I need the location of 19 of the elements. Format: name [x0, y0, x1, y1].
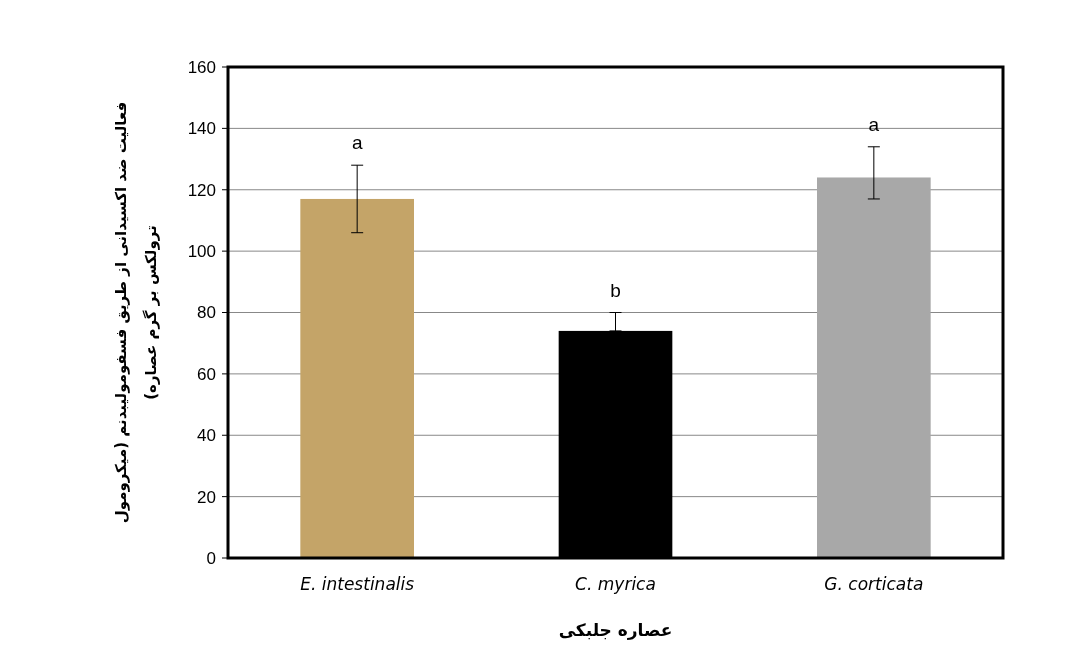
y-tick-label: 0 [206, 548, 216, 568]
x-tick-label: G. corticata [824, 574, 924, 594]
annotation: a [351, 132, 363, 154]
y-tick-label: 100 [187, 242, 216, 262]
y-tick-label: 60 [197, 364, 216, 384]
x-axis-title: عصاره جلبکی [558, 620, 673, 640]
y-tick-label: 40 [197, 426, 216, 446]
y-tick-label: 120 [187, 180, 216, 200]
y-tick-label: 20 [197, 487, 216, 507]
x-tick-label: C. myrica [575, 574, 656, 594]
bar [817, 177, 931, 558]
annotation: a [868, 113, 880, 135]
y-tick-label: 140 [187, 119, 216, 139]
x-tick-label: E. intestinalis [300, 574, 415, 594]
y-tick-label: 160 [187, 57, 216, 77]
annotation: b [610, 279, 621, 301]
y-axis-title: فعالیت ضد اکسیدانی از طریق فسفومولیبدنم (میکرومول ترولکس بر گرم عصاره) [112, 101, 160, 524]
bar [300, 198, 414, 558]
y-tick-label: 80 [197, 303, 216, 323]
